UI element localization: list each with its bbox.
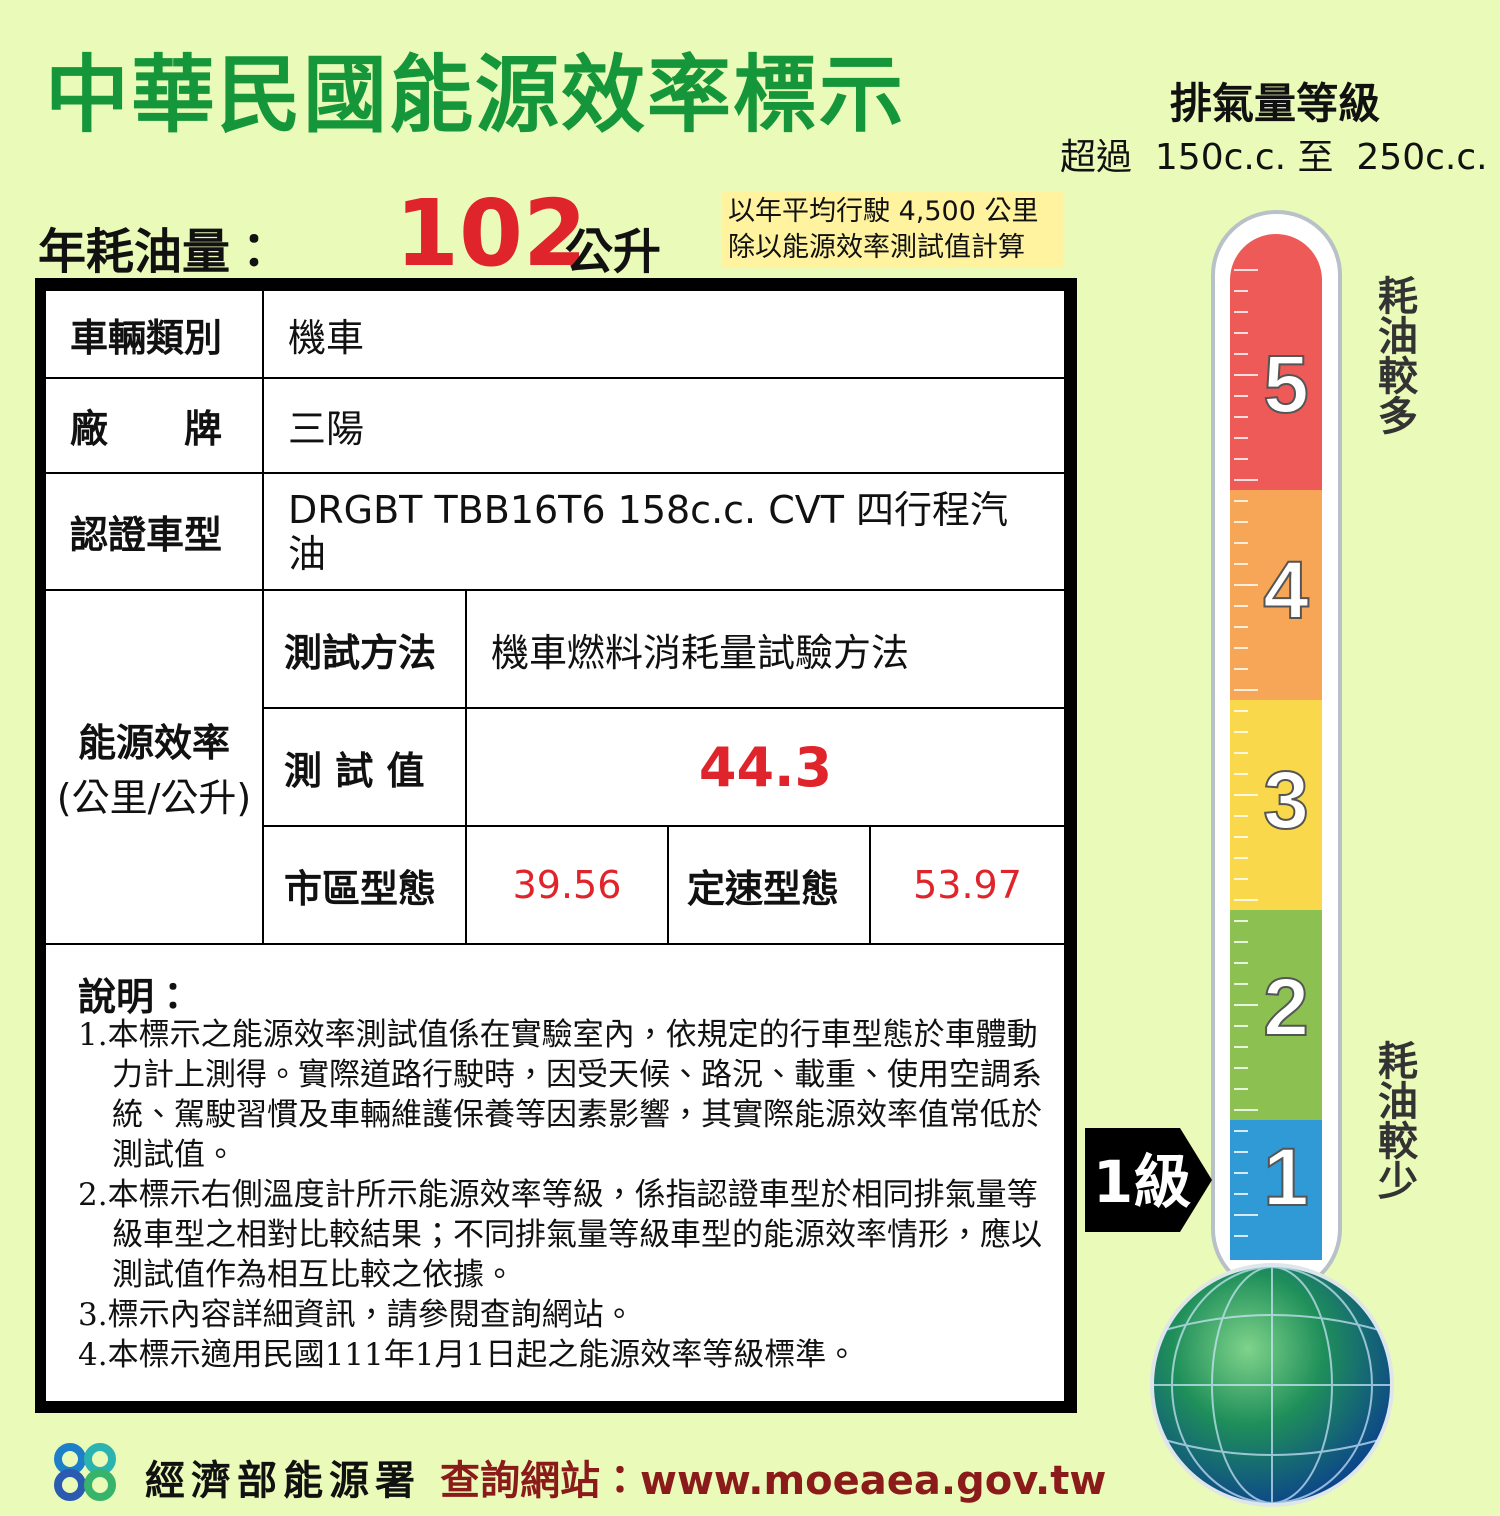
annual-fuel-value: 102 (395, 180, 588, 287)
label-cell: 市區型態 (263, 826, 466, 944)
label-cell: 認證車型 (45, 473, 263, 590)
annual-fuel-unit: 公升 (565, 224, 662, 280)
level-number: 1 (1263, 1132, 1309, 1223)
title: 中華民國能源效率標示 (45, 46, 906, 144)
high-label: 耗油較多 (1371, 275, 1417, 435)
displacement-title: 排氣量等級 (1169, 79, 1380, 128)
label-cell: 廠 牌 (45, 378, 263, 473)
value-cell: 機車燃料消耗量試驗方法 (466, 590, 1065, 708)
level-number: 5 (1263, 339, 1309, 430)
note-line: 除以能源效率測試值計算 (728, 232, 1025, 263)
agency-logo (54, 1443, 116, 1501)
level-number: 3 (1263, 755, 1309, 846)
value-cell: 三陽 (263, 378, 1065, 473)
value-cell: 44.3 (466, 708, 1065, 826)
annual-fuel-note: 以年平均行駛 4,500 公里 除以能源效率測試值計算 (722, 192, 1064, 268)
low-label: 耗油較少 (1371, 1040, 1417, 1200)
agency: 經濟部能源署 (145, 1458, 421, 1504)
annual-fuel-label: 年耗油量： (38, 224, 279, 280)
label-cell: 能源效率 (公里/公升) (45, 590, 263, 944)
value-cell: 39.56 (466, 826, 668, 944)
level-number: 2 (1263, 962, 1309, 1053)
efficiency-label: 能源效率 (77, 721, 230, 765)
label-cell: 車輛類別 (45, 290, 263, 378)
note-item: 2.本標示右側溫度計所示能源效率等級，係指認證車型於相同排氣量等級車型之相對比較… (78, 1177, 1042, 1293)
note-item: 1.本標示之能源效率測試值係在實驗室內，依規定的行車型態於車體動力計上測得。實際… (78, 1017, 1042, 1173)
level-number: 4 (1263, 545, 1309, 636)
value-cell: DRGBT TBB16T6 158c.c. CVT 四行程汽油 (263, 473, 1065, 590)
note-line: 以年平均行駛 4,500 公里 (728, 196, 1039, 227)
rating: 1級 (1093, 1148, 1191, 1216)
notes-title: 說明： (78, 975, 193, 1019)
label-cell: 測 試 值 (263, 708, 466, 826)
rating-arrow (1085, 1128, 1212, 1232)
displacement-range: 超過 150c.c. 至 250c.c. (1060, 137, 1488, 178)
efficiency-unit: (公里/公升) (56, 776, 252, 820)
website: 查詢網站：www.moeaea.gov.tw (440, 1458, 1107, 1504)
notes-cell (45, 944, 1065, 1402)
note-item: 3.標示內容詳細資訊，請參閱查詢網站。 (78, 1297, 635, 1333)
value-cell: 機車 (263, 290, 1065, 378)
note-item: 4.本標示適用民國111年1月1日起之能源效率等級標準。 (78, 1337, 858, 1373)
label-cell: 測試方法 (263, 590, 466, 708)
value-cell: 53.97 (870, 826, 1065, 944)
label-cell: 定速型態 (668, 826, 870, 944)
